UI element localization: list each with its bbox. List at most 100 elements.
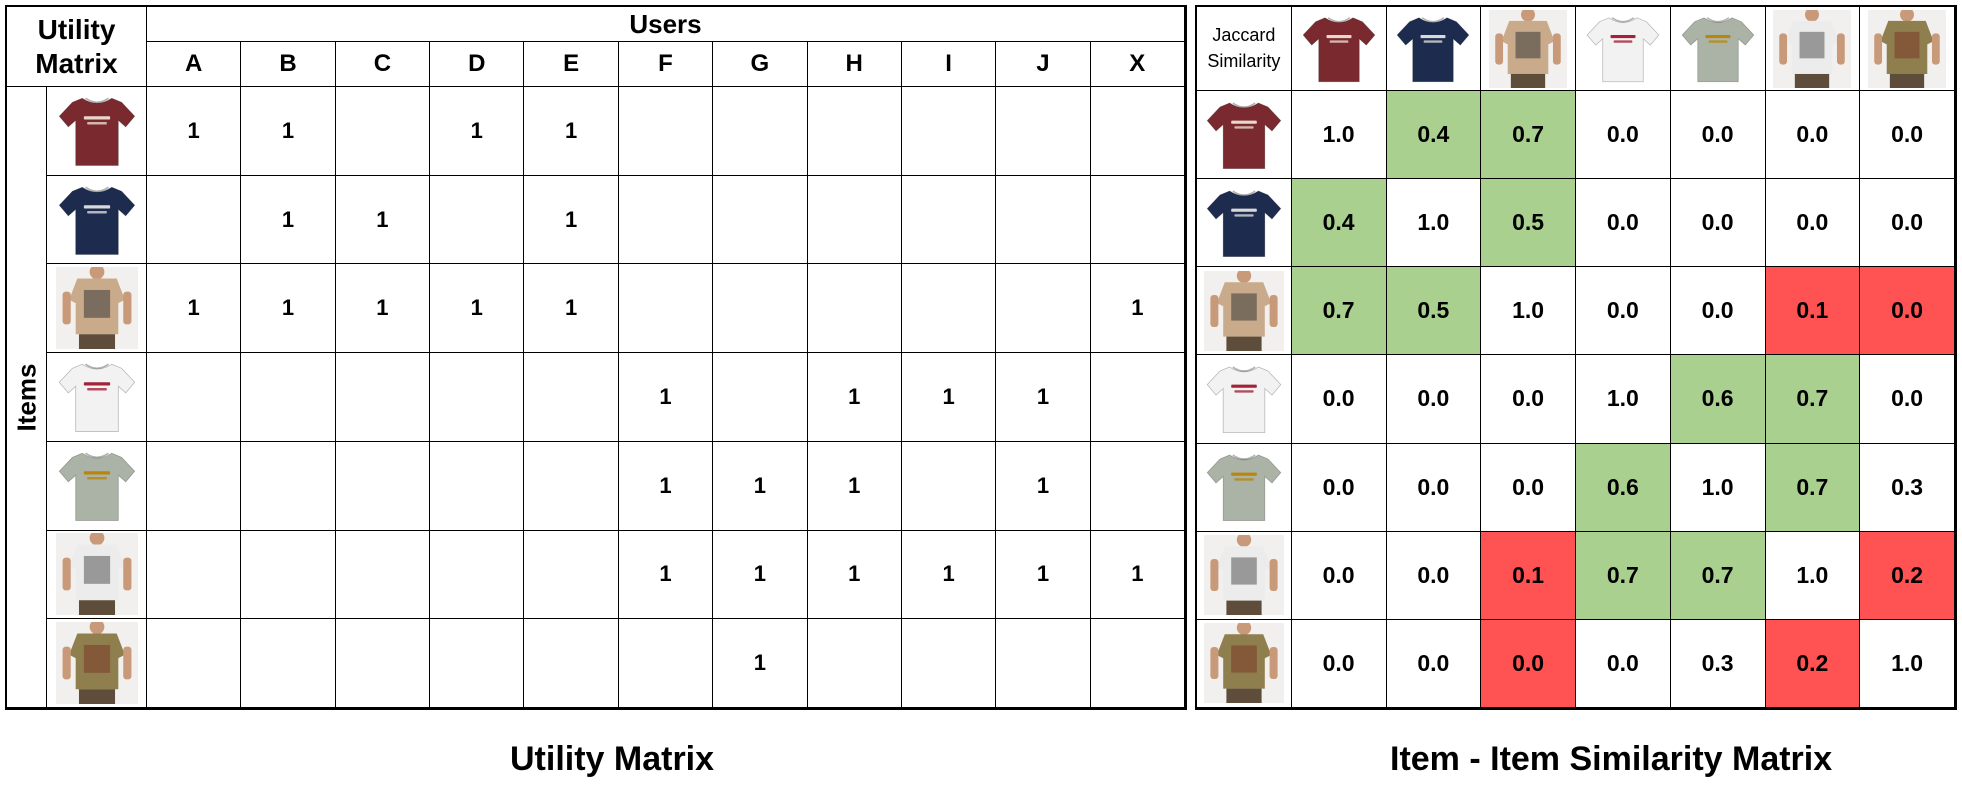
user-header-j: J	[996, 42, 1091, 87]
utility-item-image	[47, 530, 147, 620]
utility-cell: 1	[996, 530, 1091, 620]
utility-matrix: Utility Matrix Users A B C D E F G H I J X Items 1 1 1 1 1…	[5, 5, 1187, 710]
utility-cell	[618, 619, 714, 708]
similarity-cell: 0.0	[1860, 179, 1955, 268]
navy-tshirt-icon	[58, 186, 135, 255]
similarity-cell: 1.0	[1386, 179, 1482, 268]
utility-cell	[430, 353, 525, 442]
similarity-cell: 0.0	[1386, 355, 1482, 444]
similarity-cell: 0.7	[1765, 443, 1861, 532]
similarity-col-image	[1860, 7, 1955, 91]
similarity-cell: 1.0	[1576, 355, 1671, 444]
user-header-i: I	[901, 42, 997, 87]
utility-cell	[618, 87, 714, 176]
items-axis-label: Items	[7, 87, 47, 708]
utility-item-image	[47, 264, 147, 354]
similarity-cell: 0.0	[1386, 443, 1482, 532]
similarity-cell: 0.0	[1576, 179, 1671, 268]
utility-cell	[430, 441, 525, 531]
similarity-cell: 1.0	[1670, 443, 1766, 532]
utility-cell	[241, 441, 336, 531]
utility-cell	[713, 87, 808, 176]
white-tshirt-icon	[1206, 366, 1282, 433]
utility-cell	[901, 175, 997, 265]
similarity-cell: 0.0	[1670, 91, 1766, 180]
similarity-col-image	[1765, 7, 1861, 91]
white-tshirt-icon	[1586, 16, 1660, 82]
similarity-cell: 0.0	[1670, 179, 1766, 268]
utility-cell	[147, 175, 242, 265]
utility-cell	[335, 530, 431, 620]
utility-cell: 1	[241, 264, 336, 354]
similarity-cell: 0.0	[1481, 619, 1576, 708]
utility-cell: 1	[996, 441, 1091, 531]
jaccard-corner-title: Jaccard Similarity	[1197, 7, 1292, 91]
similarity-row-image	[1197, 619, 1292, 708]
similarity-cell: 0.0	[1481, 443, 1576, 532]
utility-cell	[335, 619, 431, 708]
utility-cell: 1	[147, 87, 242, 176]
similarity-cell: 1.0	[1481, 267, 1576, 356]
utility-cell	[996, 175, 1091, 265]
utility-corner-title: Utility Matrix	[7, 7, 147, 87]
similarity-cell: 1.0	[1291, 91, 1387, 180]
utility-cell	[524, 353, 619, 442]
similarity-cell: 0.0	[1481, 355, 1576, 444]
utility-cell	[147, 441, 242, 531]
utility-cell: 1	[241, 87, 336, 176]
utility-cell	[430, 530, 525, 620]
utility-cell: 1	[713, 619, 808, 708]
utility-cell	[713, 175, 808, 265]
utility-cell	[807, 619, 902, 708]
similarity-cell: 0.0	[1291, 443, 1387, 532]
utility-cell: 1	[147, 264, 242, 354]
utility-cell	[618, 175, 714, 265]
utility-cell	[524, 619, 619, 708]
similarity-col-image	[1481, 7, 1576, 91]
utility-cell: 1	[713, 441, 808, 531]
utility-cell	[335, 441, 431, 531]
user-header-a: A	[147, 42, 242, 87]
utility-cell: 1	[807, 441, 902, 531]
user-header-c: C	[335, 42, 431, 87]
utility-item-image	[47, 87, 147, 176]
beige-graphic-tshirt-icon	[1489, 9, 1568, 88]
beige-graphic-tshirt-icon	[1203, 270, 1284, 351]
utility-cell	[1090, 441, 1185, 531]
similarity-cell: 0.5	[1481, 179, 1576, 268]
grey-tshirt-icon	[58, 452, 135, 521]
similarity-cell: 0.7	[1576, 531, 1671, 620]
utility-cell	[713, 353, 808, 442]
similarity-cell: 0.0	[1860, 355, 1955, 444]
user-header-g: G	[713, 42, 808, 87]
utility-cell	[1090, 175, 1185, 265]
utility-cell	[147, 530, 242, 620]
utility-cell: 1	[430, 264, 525, 354]
similarity-cell: 0.0	[1291, 531, 1387, 620]
user-header-f: F	[618, 42, 714, 87]
utility-cell	[807, 87, 902, 176]
similarity-cell: 0.0	[1860, 91, 1955, 180]
utility-cell: 1	[901, 353, 997, 442]
user-header-h: H	[807, 42, 902, 87]
utility-cell	[901, 619, 997, 708]
similarity-matrix: Jaccard Similarity 1.0 0.4 0.7 0.0 0.0 0.0 0.0 0…	[1195, 5, 1957, 710]
maroon-tshirt-icon	[58, 97, 135, 166]
beige-graphic-tshirt-icon	[55, 267, 138, 350]
similarity-cell: 0.2	[1765, 619, 1861, 708]
utility-item-image	[47, 619, 147, 708]
utility-cell	[996, 87, 1091, 176]
similarity-row-image	[1197, 267, 1292, 356]
utility-cell: 1	[335, 264, 431, 354]
user-header-x: X	[1090, 42, 1185, 87]
similarity-cell: 0.0	[1765, 91, 1861, 180]
utility-item-image	[47, 441, 147, 531]
utility-cell	[713, 264, 808, 354]
olive-graphic-tshirt-icon	[1868, 9, 1947, 88]
utility-cell	[335, 87, 431, 176]
utility-cell	[335, 353, 431, 442]
utility-cell: 1	[807, 530, 902, 620]
maroon-tshirt-icon	[1302, 16, 1376, 82]
similarity-cell: 0.4	[1291, 179, 1387, 268]
utility-cell: 1	[618, 441, 714, 531]
